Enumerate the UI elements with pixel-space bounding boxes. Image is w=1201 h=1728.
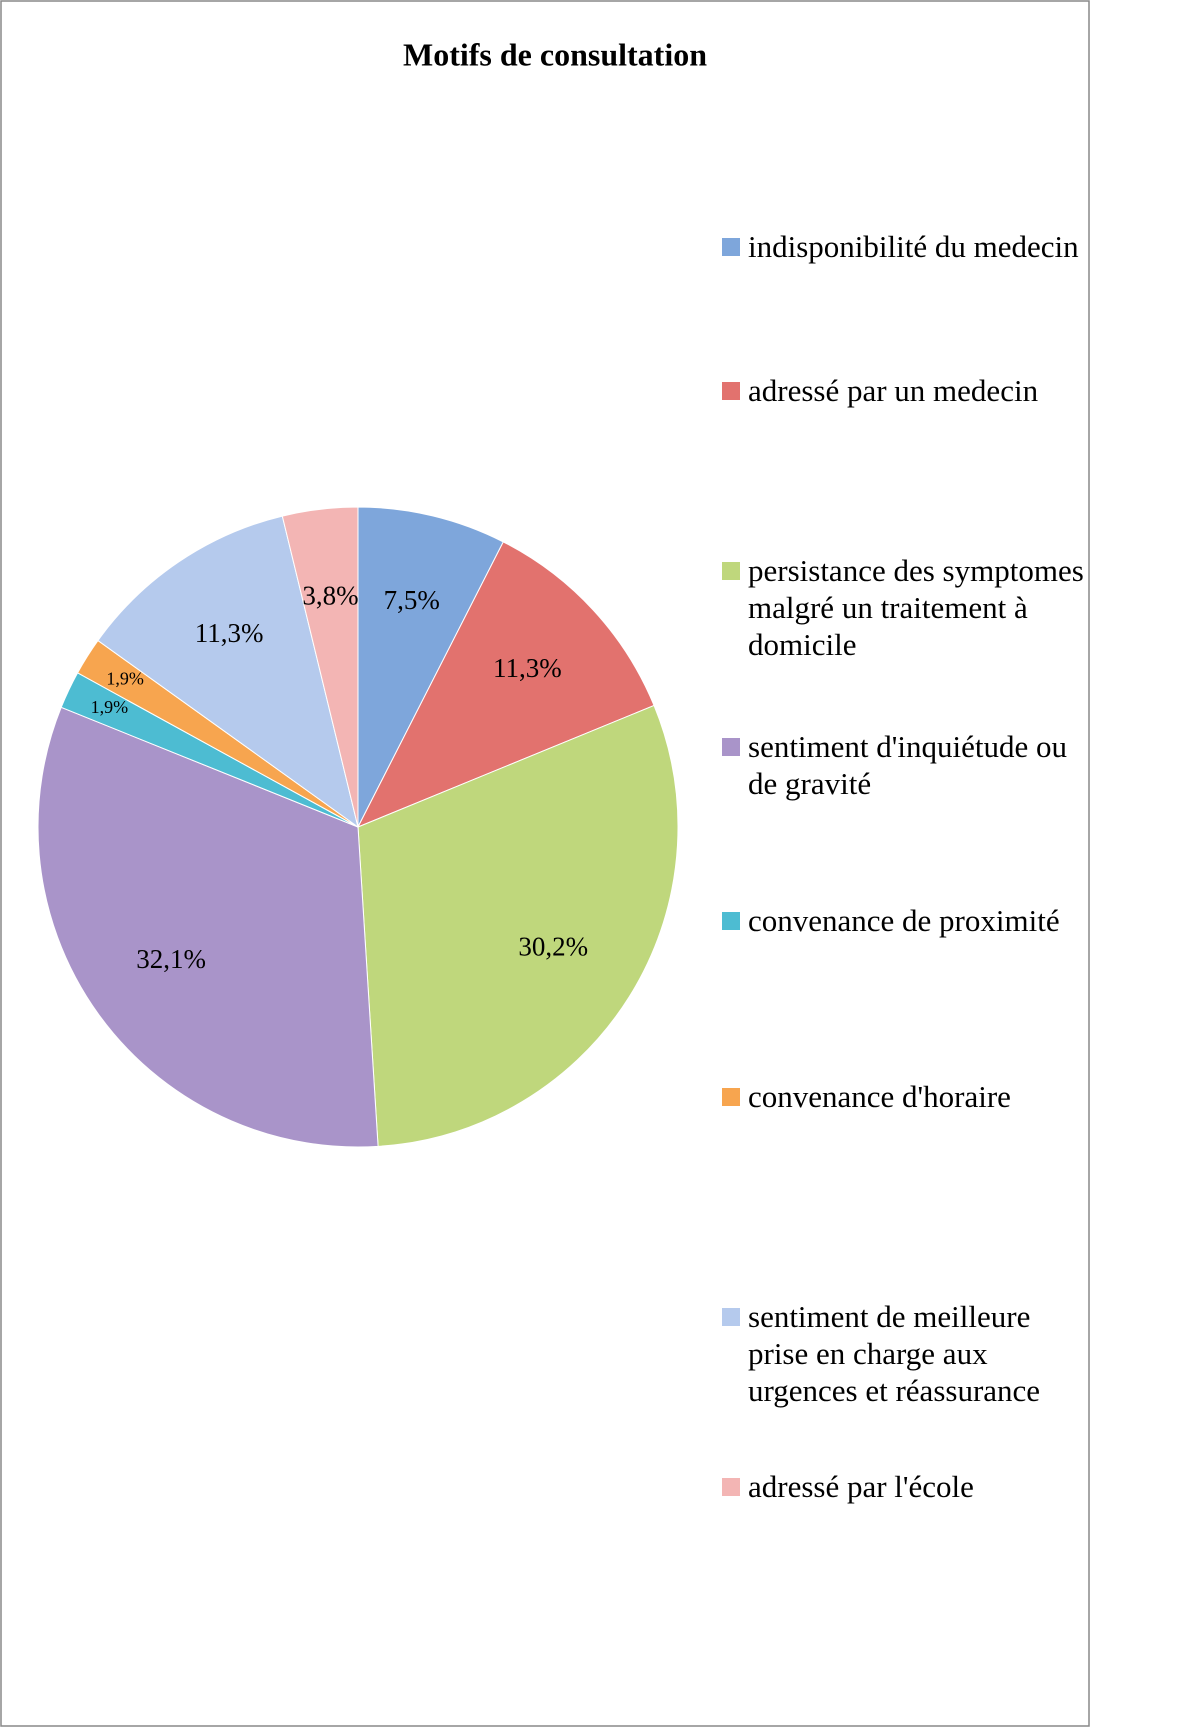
legend-label: indisponibilité du medecin (748, 229, 1079, 264)
legend-swatch (722, 382, 740, 400)
pie-slice (97, 515, 359, 829)
legend-swatch (722, 562, 740, 580)
legend-swatch (722, 1308, 740, 1326)
data-label: 11,3% (493, 653, 562, 683)
pie-slice (357, 506, 504, 828)
data-label: 1,9% (91, 697, 129, 717)
data-label: 7,5% (384, 585, 440, 615)
legend-label: convenance d'horaire (748, 1079, 1011, 1114)
legend-swatch (722, 1478, 740, 1496)
legend-label: adressé par un medecin (748, 373, 1039, 408)
pie-slice (37, 706, 379, 1148)
legend-entry: persistance des symptomes malgré un trai… (722, 552, 1088, 663)
data-label: 11,3% (195, 618, 264, 648)
chart-title: Motifs de consultation (403, 36, 707, 72)
pie-slice (357, 704, 679, 1147)
legend-label: sentiment d'inquiétude ou de gravité (748, 729, 1067, 801)
legend-entry: sentiment de meilleure prise en charge a… (722, 1298, 1088, 1409)
legend-entry: convenance de proximité (722, 902, 1088, 939)
legend-entry: indisponibilité du medecin (722, 228, 1088, 265)
legend-entry: sentiment d'inquiétude ou de gravité (722, 728, 1088, 802)
legend-label: sentiment de meilleure prise en charge a… (748, 1299, 1041, 1408)
legend-swatch (722, 912, 740, 930)
legend-label: adressé par l'école (748, 1469, 974, 1504)
legend-label: persistance des symptomes malgré un trai… (748, 553, 1084, 662)
legend-entry: adressé par un medecin (722, 372, 1088, 409)
legend-swatch (722, 1088, 740, 1106)
legend-swatch (722, 738, 740, 756)
data-label: 3,8% (302, 580, 358, 610)
pie-slice (281, 506, 359, 828)
data-label: 30,2% (518, 931, 588, 961)
legend-entry: convenance d'horaire (722, 1078, 1088, 1115)
legend-entry: adressé par l'école (722, 1468, 1088, 1505)
legend-swatch (722, 238, 740, 256)
data-label: 32,1% (136, 944, 206, 974)
data-label: 1,9% (106, 668, 144, 688)
pie-slice (356, 541, 655, 828)
legend-label: convenance de proximité (748, 903, 1060, 938)
